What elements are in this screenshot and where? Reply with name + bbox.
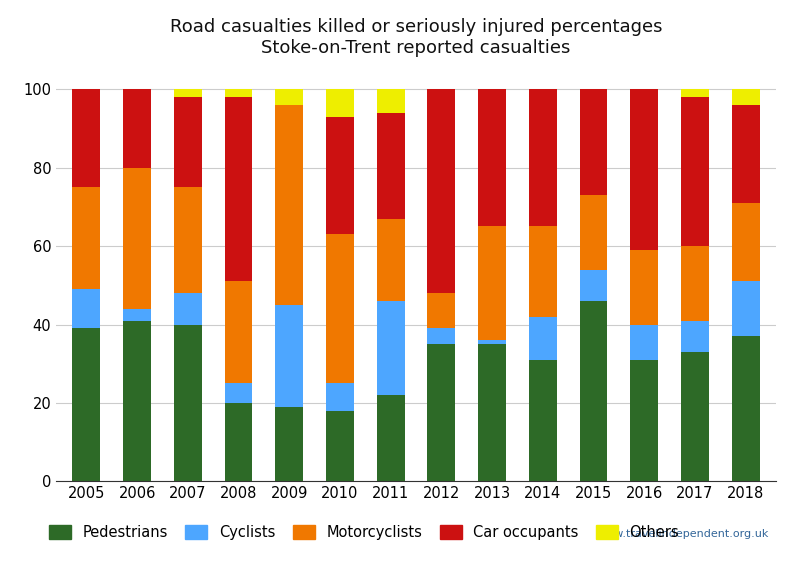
Bar xyxy=(478,340,506,344)
Bar xyxy=(275,407,303,481)
Bar xyxy=(377,395,405,481)
Bar xyxy=(681,352,709,481)
Bar xyxy=(326,89,354,117)
Bar xyxy=(275,105,303,305)
Bar xyxy=(174,89,202,97)
Title: Road casualties killed or seriously injured percentages
Stoke-on-Trent reported : Road casualties killed or seriously inju… xyxy=(170,18,662,57)
Bar xyxy=(681,89,709,97)
Bar xyxy=(225,403,253,481)
Bar xyxy=(630,250,658,325)
Bar xyxy=(478,226,506,340)
Bar xyxy=(225,383,253,403)
Bar xyxy=(123,309,151,321)
Bar xyxy=(377,219,405,301)
Bar xyxy=(275,305,303,407)
Bar xyxy=(529,360,557,481)
Bar xyxy=(579,89,607,195)
Bar xyxy=(529,317,557,360)
Bar xyxy=(73,289,100,328)
Bar xyxy=(732,281,759,336)
Bar xyxy=(326,383,354,411)
Bar xyxy=(73,328,100,481)
Bar xyxy=(225,89,253,97)
Bar xyxy=(377,113,405,219)
Bar xyxy=(681,97,709,246)
Bar xyxy=(174,325,202,481)
Bar xyxy=(732,89,759,105)
Bar xyxy=(579,270,607,301)
Bar xyxy=(579,195,607,270)
Bar xyxy=(225,97,253,281)
Bar xyxy=(630,360,658,481)
Bar xyxy=(275,89,303,105)
Bar xyxy=(427,344,455,481)
Bar xyxy=(630,325,658,360)
Bar xyxy=(174,187,202,293)
Legend: Pedestrians, Cyclists, Motorcyclists, Car occupants, Others: Pedestrians, Cyclists, Motorcyclists, Ca… xyxy=(49,525,679,540)
Bar xyxy=(73,89,100,187)
Bar xyxy=(123,168,151,309)
Bar xyxy=(732,203,759,281)
Bar xyxy=(478,89,506,226)
Bar xyxy=(579,301,607,481)
Bar xyxy=(377,89,405,113)
Bar xyxy=(529,89,557,226)
Bar xyxy=(377,301,405,395)
Bar xyxy=(73,187,100,289)
Bar xyxy=(732,336,759,481)
Bar xyxy=(174,293,202,325)
Bar xyxy=(732,105,759,203)
Bar xyxy=(123,321,151,481)
Bar xyxy=(427,293,455,328)
Bar xyxy=(326,117,354,234)
Bar xyxy=(225,281,253,383)
Bar xyxy=(681,321,709,352)
Bar xyxy=(681,246,709,321)
Bar xyxy=(478,344,506,481)
Bar xyxy=(529,226,557,317)
Bar xyxy=(427,89,455,293)
Bar xyxy=(174,97,202,187)
Bar xyxy=(630,89,658,250)
Bar xyxy=(427,328,455,344)
Bar xyxy=(123,89,151,168)
Bar xyxy=(326,234,354,383)
Bar xyxy=(326,411,354,481)
Text: www.travelindependent.org.uk: www.travelindependent.org.uk xyxy=(597,529,769,539)
